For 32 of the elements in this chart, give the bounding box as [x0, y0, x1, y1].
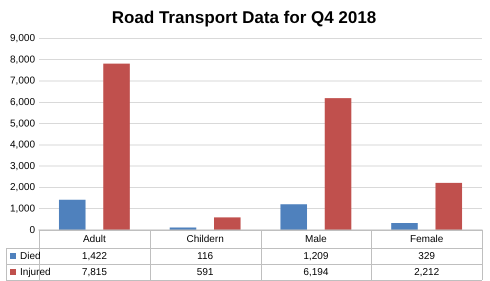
bar [324, 98, 352, 230]
x-tick-label: Childern [186, 234, 224, 245]
bar [214, 217, 241, 230]
y-tick-label: 9,000 [10, 33, 36, 44]
y-tick-label: 0 [29, 224, 36, 236]
y-tick-label: 2,000 [10, 182, 36, 194]
y-tick-label: 4,000 [10, 140, 36, 151]
x-tick-label: Female [410, 234, 444, 245]
bar [280, 204, 308, 230]
legend-label: Died [20, 250, 41, 262]
legend-label: Injured [20, 266, 51, 278]
bar [103, 64, 130, 230]
x-tick-label: Male [305, 234, 328, 245]
data-label: 116 [197, 250, 214, 262]
y-tick-label: 6,000 [10, 97, 36, 108]
data-label: 591 [196, 266, 214, 278]
data-label: 1,209 [303, 250, 329, 262]
bar [435, 182, 462, 230]
data-label: 329 [418, 250, 436, 262]
y-tick-label: 7,000 [10, 76, 36, 87]
data-label: 7,815 [82, 266, 108, 278]
data-label: 2,212 [414, 266, 440, 278]
y-tick-label: 3,000 [10, 160, 36, 172]
chart-title: Road Transport Data for Q4 2018 [112, 8, 376, 27]
x-tick-label: Adult [83, 234, 106, 245]
y-tick-label: 5,000 [10, 118, 36, 130]
y-tick-label: 8,000 [10, 54, 36, 66]
y-tick-label: 1,000 [10, 203, 36, 214]
bar [58, 200, 86, 230]
bar [391, 222, 418, 230]
data-label: 6,194 [303, 266, 329, 278]
data-label: 1,422 [82, 250, 108, 262]
